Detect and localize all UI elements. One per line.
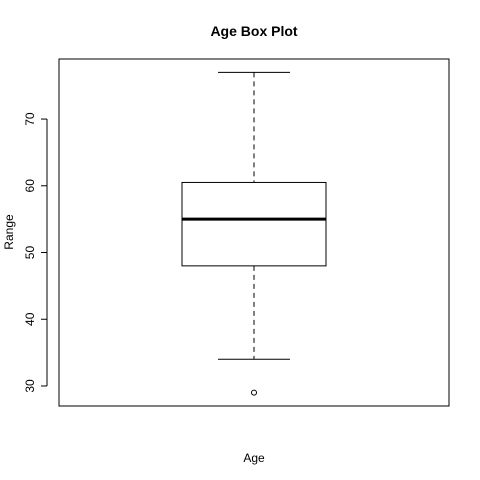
iqr-box [181, 181, 327, 267]
chart-title: Age Box Plot [210, 23, 297, 39]
y-tick-label-50: 50 [23, 246, 37, 260]
outlier-point-0 [251, 389, 257, 396]
y-tick-label-70: 70 [23, 112, 37, 126]
plot-frame [58, 58, 450, 407]
y-tick-label-60: 60 [23, 179, 37, 193]
y-tick-label-30: 30 [23, 379, 37, 393]
y-axis-label: Range [2, 214, 16, 250]
y-tick-label-40: 40 [23, 312, 37, 326]
y-axis: 30 40 50 60 70 [23, 112, 48, 393]
box-group [181, 71, 327, 396]
x-axis-label: Age [243, 451, 265, 465]
